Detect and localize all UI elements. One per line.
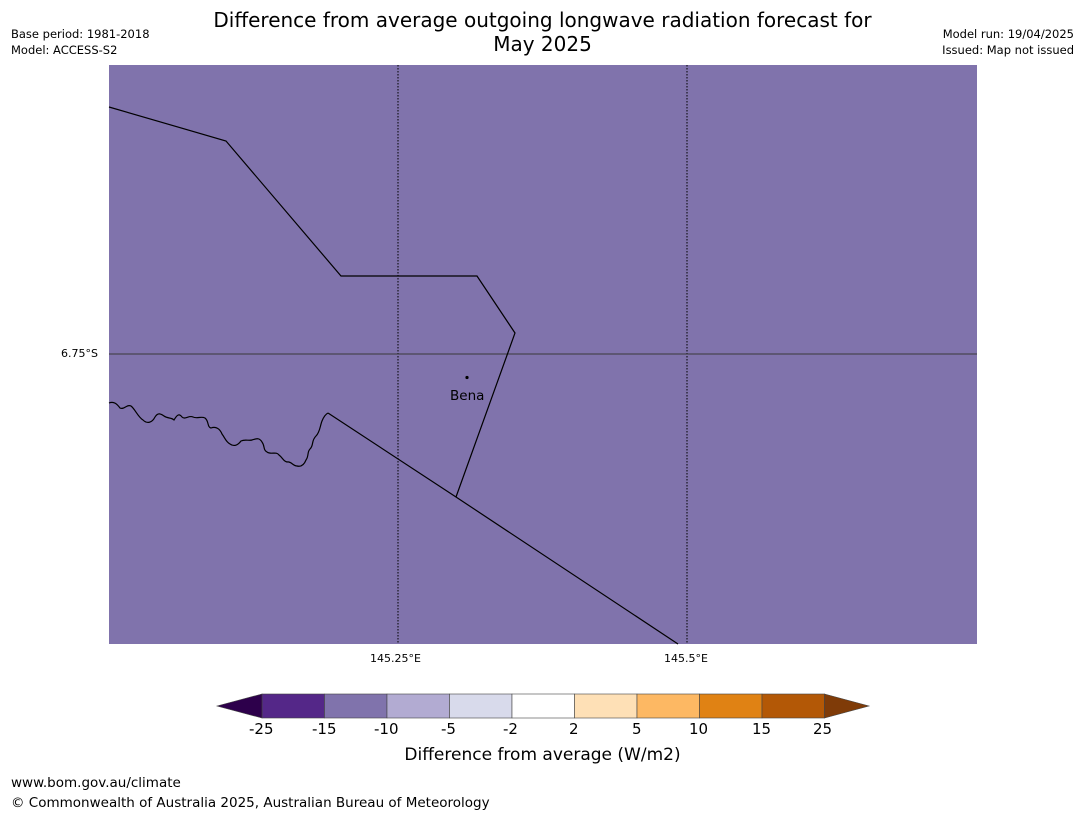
colorbar-tick: -5 — [441, 720, 456, 738]
colorbar-extend-low — [215, 693, 263, 719]
province-boundary — [108, 106, 516, 498]
colorbar-tick: -15 — [312, 720, 337, 738]
title-line-1: Difference from average outgoing longwav… — [213, 8, 872, 32]
place-label-bena: Bena — [450, 388, 485, 404]
title-line-2: May 2025 — [493, 32, 592, 56]
province-boundary — [327, 412, 679, 645]
colorbar-bin — [636, 693, 700, 719]
colorbar-bin — [324, 693, 388, 719]
colorbar-label: Difference from average (W/m2) — [404, 745, 681, 765]
meta-left: Base period: 1981-2018 Model: ACCESS-S2 — [11, 26, 150, 58]
issued-text: Issued: Map not issued — [942, 43, 1074, 57]
colorbar-tick: 10 — [689, 720, 709, 738]
colorbar-extend-high — [824, 693, 871, 719]
colorbar-tick: 15 — [752, 720, 772, 738]
colorbar-bins — [261, 693, 825, 719]
place-marker-bena — [465, 375, 469, 380]
footer-url: www.bom.gov.au/climate — [11, 775, 181, 791]
colorbar-bin — [386, 693, 450, 719]
colorbar-tick: -2 — [503, 720, 518, 738]
colorbar-tick: 25 — [813, 720, 833, 738]
longitude-label: 145.25°E — [370, 652, 421, 665]
colorbar-bin — [574, 693, 638, 719]
colorbar-bin — [761, 693, 825, 719]
footer-copyright: © Commonwealth of Australia 2025, Austra… — [11, 795, 490, 811]
colorbar-bin — [261, 693, 325, 719]
model-run-text: Model run: 19/04/2025 — [942, 27, 1074, 41]
colorbar-bin — [699, 693, 763, 719]
longitude-label: 145.5°E — [664, 652, 708, 665]
latitude-label: 6.75°S — [61, 347, 98, 360]
colorbar-bin — [511, 693, 575, 719]
colorbar-tick: -10 — [374, 720, 399, 738]
meta-right: Model run: 19/04/2025 Issued: Map not is… — [942, 26, 1074, 58]
coastline — [108, 401, 329, 467]
colorbar-tick: -25 — [249, 720, 274, 738]
base-period-text: Base period: 1981-2018 — [11, 27, 150, 41]
model-text: Model: ACCESS-S2 — [11, 43, 118, 57]
colorbar-tick: 5 — [632, 720, 642, 738]
colorbar-tick: 2 — [569, 720, 579, 738]
map-title: Difference from average outgoing longwav… — [0, 8, 1085, 56]
colorbar-bin — [449, 693, 513, 719]
